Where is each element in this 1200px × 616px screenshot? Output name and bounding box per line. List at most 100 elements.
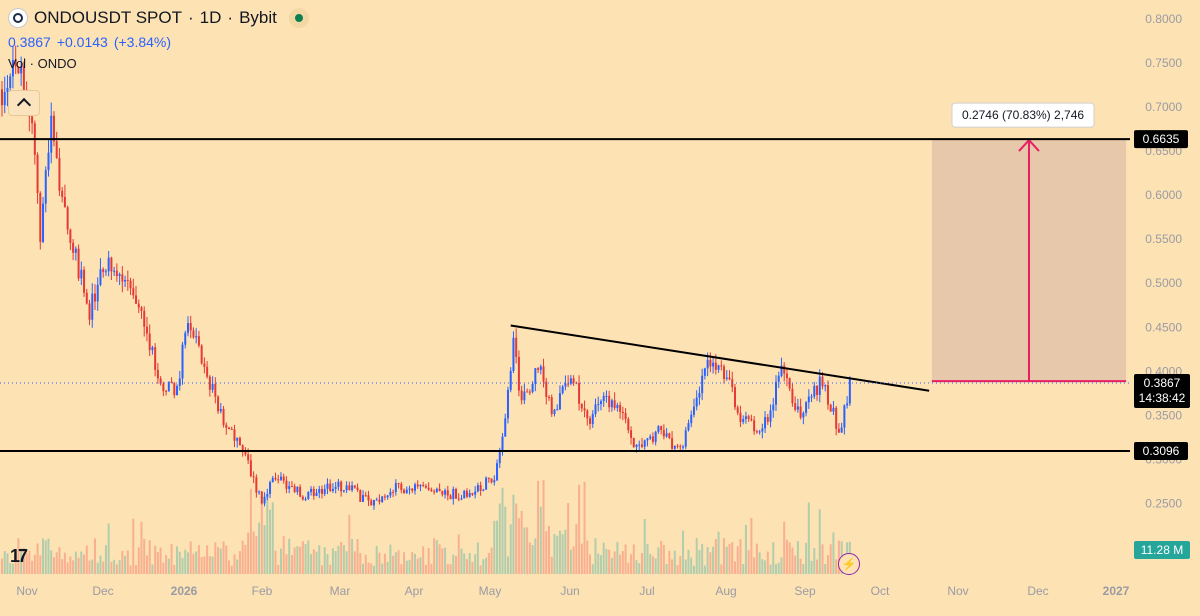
volume-bar <box>255 536 258 574</box>
candle-body <box>534 368 537 384</box>
ondo-logo-icon <box>8 8 28 28</box>
candle-body <box>679 446 682 448</box>
volume-bar <box>826 555 829 574</box>
candle-body <box>99 269 102 285</box>
volume-bar <box>613 551 616 574</box>
candle-body <box>616 404 619 408</box>
candle-body <box>383 496 386 498</box>
y-axis-tick: 0.7000 <box>1145 100 1182 114</box>
volume-bar <box>370 563 373 574</box>
interval-label[interactable]: 1D <box>199 8 222 27</box>
candle-body <box>389 491 392 496</box>
volume-bar <box>753 557 756 574</box>
volume-bar <box>413 553 416 574</box>
volume-bar <box>799 558 802 574</box>
volume-bar <box>419 557 422 574</box>
volume-bar <box>176 546 179 574</box>
volume-bar <box>482 559 485 574</box>
volume-bar <box>381 563 384 574</box>
volume-bar <box>367 562 370 574</box>
volume-bar <box>485 557 488 574</box>
volume-bar <box>266 496 269 574</box>
volume-bar <box>695 538 698 574</box>
candle-body <box>613 400 616 408</box>
candle-body <box>102 269 105 272</box>
candle-body <box>58 157 61 191</box>
candle-body <box>200 345 203 364</box>
candle-body <box>654 431 657 442</box>
volume-bar <box>154 545 157 574</box>
candle-body <box>569 378 572 384</box>
volume-bar <box>829 544 832 574</box>
candle-body <box>758 431 761 433</box>
volume-bar <box>616 542 619 574</box>
volume-bar <box>531 545 534 574</box>
volume-bar <box>676 565 679 574</box>
volume-bar <box>709 552 712 574</box>
candle-body <box>91 293 94 320</box>
volume-indicator-label[interactable]: Vol · ONDO <box>8 56 77 71</box>
volume-bar <box>63 552 66 574</box>
volume-bar <box>824 563 827 574</box>
volume-bar <box>72 560 75 574</box>
candle-body <box>733 387 736 408</box>
candle-body <box>299 486 302 497</box>
lightning-icon[interactable]: ⚡ <box>838 553 860 575</box>
candle-body <box>578 383 581 404</box>
volume-bar <box>835 559 838 574</box>
candle-body <box>36 154 39 193</box>
candle-body <box>269 482 272 494</box>
volume-bar <box>449 564 452 574</box>
candle-body <box>148 333 151 351</box>
volume-bar <box>110 561 113 574</box>
volume-bar <box>244 544 247 574</box>
candle-body <box>805 402 808 413</box>
candle-body <box>6 87 9 93</box>
volume-bar <box>777 562 780 574</box>
market-open-dot-icon <box>288 8 309 28</box>
volume-value-label: 11.28 M <box>1141 543 1183 557</box>
candle-body <box>712 362 715 367</box>
candle-body <box>372 500 375 506</box>
volume-bar <box>104 545 107 574</box>
candle-body <box>646 438 649 441</box>
title-separator: · <box>227 8 234 27</box>
collapse-legend-button[interactable] <box>8 90 40 116</box>
candle-body <box>837 428 840 433</box>
volume-bar <box>649 554 652 574</box>
volume-bar <box>236 559 239 574</box>
candle-body <box>766 417 769 422</box>
volume-bar <box>487 552 490 574</box>
volume-bar <box>668 550 671 574</box>
volume-bar <box>304 544 307 574</box>
candle-body <box>764 417 767 429</box>
volume-bar <box>758 552 761 574</box>
candle-body <box>378 499 381 502</box>
candle-body <box>791 388 794 404</box>
candle-body <box>293 486 296 492</box>
candle-countdown: 14:38:42 <box>1139 391 1186 405</box>
candle-body <box>345 485 348 491</box>
x-axis-tick: Jul <box>639 584 654 598</box>
symbol-name[interactable]: ONDOUSDT SPOT <box>34 8 182 27</box>
candle-body <box>818 376 821 395</box>
volume-bar <box>129 565 132 574</box>
volume-bar <box>192 553 195 574</box>
candle-body <box>118 274 121 277</box>
x-axis-tick: Nov <box>947 584 968 598</box>
volume-bar <box>591 564 594 574</box>
tradingview-logo-icon[interactable]: 17 <box>10 546 28 566</box>
candle-body <box>342 490 345 492</box>
exchange-label[interactable]: Bybit <box>239 8 277 27</box>
volume-bar <box>58 547 61 574</box>
candle-body <box>496 463 499 481</box>
candle-body <box>225 424 228 428</box>
volume-bar <box>345 551 348 574</box>
volume-bar <box>744 524 747 574</box>
candle-body <box>435 488 438 492</box>
candle-body <box>583 408 586 411</box>
candle-body <box>619 404 622 412</box>
candle-body <box>835 407 838 429</box>
